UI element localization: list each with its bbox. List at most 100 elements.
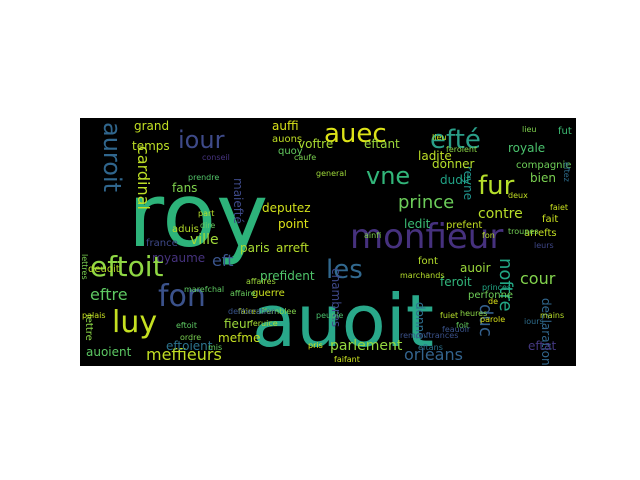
word-84: princes (482, 283, 511, 292)
word-106: eftez (562, 162, 571, 182)
word-4: eftoit (90, 250, 163, 283)
word-44: grand (134, 119, 169, 133)
word-34: ladite (418, 149, 452, 163)
word-14: prince (398, 192, 454, 213)
word-54: point (278, 217, 309, 231)
word-41: auons (272, 134, 302, 145)
word-89: ainfi (364, 231, 381, 240)
word-60: donné (413, 302, 427, 340)
word-59: auoir (460, 261, 491, 275)
word-7: auec (324, 119, 387, 149)
word-90: deliberation (228, 307, 276, 316)
word-107: dire (200, 221, 215, 230)
word-11: fur (478, 171, 515, 201)
word-cloud: roy auoit monfieur eftoit fon luy auec efté iour… (80, 118, 576, 366)
word-49: france (146, 238, 178, 249)
word-67: deuoit (88, 264, 120, 275)
word-76: marefchal (184, 285, 224, 294)
word-25: eftoient (166, 339, 213, 353)
word-94: peuple (316, 311, 343, 320)
word-29: feroit (440, 275, 472, 289)
word-12: auroit (98, 122, 126, 192)
word-30: declaration (539, 298, 553, 366)
word-74: fut (558, 126, 572, 137)
word-13: vne (366, 162, 410, 190)
word-66: general (316, 169, 346, 178)
word-32: compagnie (516, 160, 571, 171)
word-5: fon (158, 279, 206, 314)
word-68: palais (82, 311, 106, 320)
word-43: temps (132, 139, 170, 153)
word-77: affaire (230, 289, 256, 298)
word-105: lieu (522, 125, 536, 134)
word-88: de (488, 297, 498, 306)
word-81: lieu (432, 133, 446, 142)
word-96: eftoit (176, 321, 197, 330)
word-101: faifant (334, 355, 360, 364)
word-82: iours (524, 317, 544, 326)
word-6: luy (112, 305, 157, 340)
word-42: quoy (278, 146, 303, 157)
word-92: conseil (202, 153, 230, 162)
word-31: royale (508, 141, 545, 155)
word-78: faire (238, 307, 256, 316)
word-108: part (198, 209, 214, 218)
word-16: eftre (90, 285, 128, 304)
word-64: fait (542, 214, 558, 225)
word-57: mefme (218, 331, 260, 345)
word-2: auoit (252, 279, 434, 363)
word-99: caufe (294, 153, 316, 162)
word-23: duc (475, 304, 496, 337)
word-73: feroient (446, 145, 477, 154)
word-85: foit (456, 321, 469, 330)
word-24: auoient (86, 345, 132, 359)
word-15: cardinal (134, 146, 153, 210)
word-80: parole (480, 315, 505, 324)
word-18: contre (478, 206, 523, 222)
word-22: meffieurs (146, 345, 222, 364)
word-72: troupes (508, 227, 538, 236)
word-75: prendre (188, 173, 219, 182)
word-95: ordre (180, 333, 201, 342)
word-47: ville (190, 232, 219, 248)
word-8: efté (430, 125, 481, 155)
word-39: eftant (364, 137, 400, 151)
word-56: fieur (224, 317, 252, 331)
word-21: orleans (404, 345, 463, 364)
word-102: eftans (418, 343, 443, 352)
word-51: arreft (276, 241, 309, 255)
word-53: deputez (262, 201, 311, 215)
word-45: fans (172, 181, 197, 195)
word-65: eftat (528, 339, 556, 353)
word-27: parlement (330, 338, 403, 354)
word-38: voftre (298, 137, 333, 151)
word-35: donner (432, 157, 475, 171)
word-93: faiet (550, 203, 568, 212)
word-9: iour (178, 126, 225, 154)
word-83: marchands (400, 271, 445, 280)
word-110: heures (460, 309, 487, 318)
word-98: pris (308, 341, 323, 350)
word-36: dudit (440, 173, 471, 187)
word-17: eft (212, 251, 233, 270)
word-103: leurs (534, 241, 554, 250)
word-91: feruice (250, 319, 278, 328)
word-87: fon (482, 231, 495, 240)
word-3: monfieur (350, 217, 503, 257)
word-26: chambres (329, 268, 343, 327)
word-40: auffi (272, 119, 299, 133)
word-100: mains (540, 311, 564, 320)
word-50: paris (240, 241, 270, 255)
word-46: aduis (172, 224, 199, 235)
word-97: remonftrances (400, 331, 458, 340)
word-10: les (326, 255, 363, 285)
word-86: fuiet (440, 311, 458, 320)
word-33: bien (530, 171, 556, 185)
word-48: royaume (152, 251, 205, 265)
word-61: guerre (252, 288, 285, 299)
word-62: lettre (83, 314, 94, 341)
word-58: font (418, 256, 438, 267)
word-20: noftre (495, 258, 516, 312)
word-71: prefent (446, 220, 482, 231)
